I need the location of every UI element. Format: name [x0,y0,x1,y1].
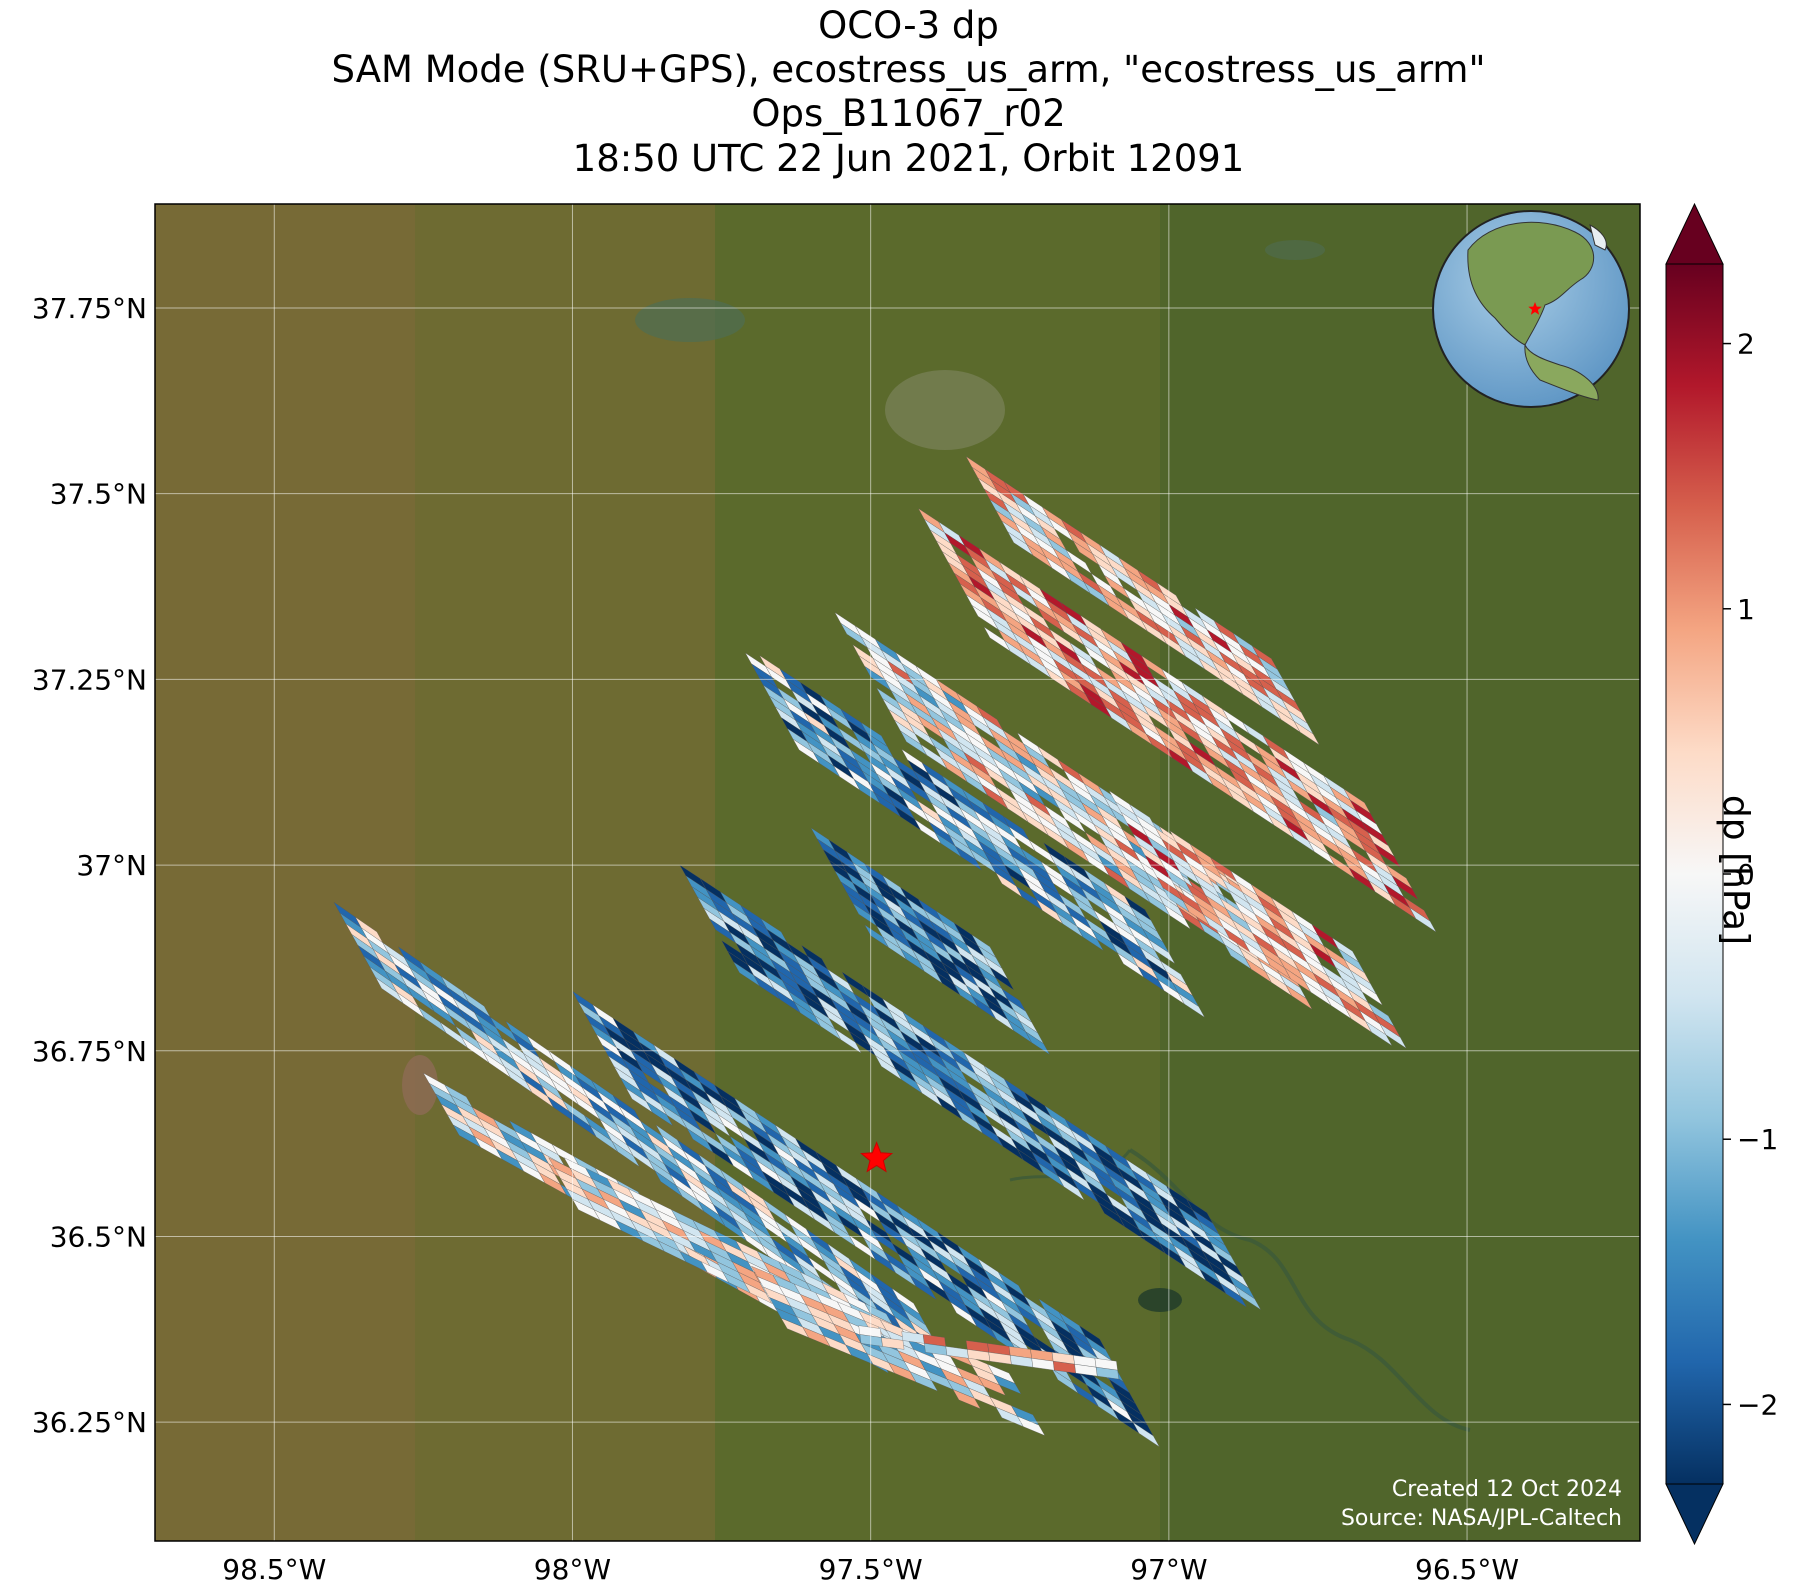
colorbar-extend-max [1665,202,1724,265]
credit-created: Created 12 Oct 2024 [1392,1477,1622,1502]
dp-pixel [1057,1175,1085,1201]
title-line-3: Ops_B11067_r02 [751,92,1066,135]
dp-pixel [1285,984,1313,1010]
lat-tick-label: 37.75°N [32,292,147,325]
credit-source: Source: NASA/JPL-Caltech [1341,1506,1622,1531]
lat-tick-label: 36.25°N [32,1406,147,1439]
dp-pixel [1148,939,1175,964]
colorbar-tick-label: −2 [1737,1388,1778,1421]
lat-tick-label: 37.5°N [50,478,147,511]
dp-pixel [1373,843,1401,868]
title-line-2: SAM Mode (SRU+GPS), ecostress_us_arm, "e… [331,48,1486,91]
colorbar-extend-min [1665,1483,1724,1546]
dp-pixel [834,1028,862,1054]
title-line-1: OCO-3 dp [818,4,999,47]
lon-tick-label: 97.5°W [819,1553,923,1586]
gridlines [155,204,1640,1541]
colorbar-tick-label: 2 [1737,328,1755,361]
lon-tick-label: 97°W [1130,1553,1207,1586]
colorbar-ticks: 2 1 0 −1 −2 [1723,328,1778,1421]
dp-pixel [1234,1285,1261,1310]
dp-pixel [1178,993,1205,1018]
colorbar-tick-label: −1 [1737,1123,1778,1156]
dp-pixel [1025,1031,1050,1055]
basemap [155,204,1640,1541]
dp-pixel [993,1374,1022,1395]
dp-pixel [881,1337,905,1350]
dp-pixel [909,1275,937,1300]
longitude-tick-labels: 98.5°W 98°W 97.5°W 97°W 96.5°W [222,1553,1519,1586]
latitude-tick-labels: 37.75°N 37.5°N 37.25°N 37°N 36.75°N 36.5°N 36.… [32,292,147,1439]
colorbar-tick-label: 1 [1737,593,1755,626]
dp-pixel [1293,721,1320,745]
dp-pixel [952,1389,981,1410]
lon-tick-label: 96.5°W [1415,1553,1519,1586]
dp-pixel [1219,1282,1247,1308]
dp-pixel [1076,926,1104,951]
map-frame [154,203,1641,1542]
dp-pixel [1163,904,1191,930]
target-star-icon [860,1141,894,1173]
dp-pixel [989,967,1014,991]
dp-pixel [646,1101,673,1126]
dp-pixel [1409,907,1437,933]
title-line-4: 18:50 UTC 22 Jun 2021, Orbit 12091 [572,137,1245,180]
lat-tick-label: 37.25°N [32,663,147,696]
colorbar-label: dp [hPa] [1715,794,1756,946]
colorbar-tick-label: 0 [1737,858,1755,891]
globe-target-star-icon [1528,302,1542,315]
dp-pixel [955,845,982,871]
dp-pixel [1391,875,1419,900]
colorbar-gradient [1665,263,1724,1485]
dp-pixel [1379,1023,1407,1049]
lat-tick-label: 36.75°N [32,1035,147,1068]
dp-pixel [1132,1422,1160,1447]
lat-tick-label: 36.5°N [50,1220,147,1253]
colorbar: 2 1 0 −1 −2 [1665,202,1778,1546]
dp-swath-pixels [333,456,1437,1447]
lon-tick-label: 98.5°W [222,1553,326,1586]
dp-pixel [1355,980,1383,1006]
dp-pixel [977,1375,1006,1396]
dp-pixel [1095,1367,1119,1380]
dp-pixel [611,1140,640,1167]
lat-tick-label: 37°N [76,849,147,882]
lon-tick-label: 98°W [534,1553,611,1586]
inset-globe [1432,210,1630,408]
dp-pixel [909,1371,938,1392]
dp-pixel [1365,1021,1393,1046]
